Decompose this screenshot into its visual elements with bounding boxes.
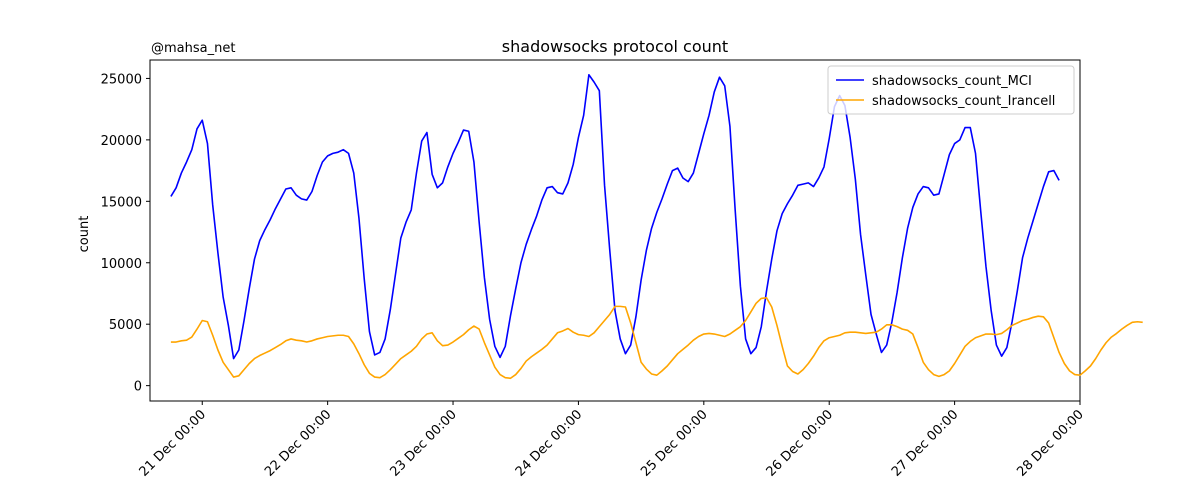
series-line-0 [170,73,1060,360]
chart-title: shadowsocks protocol count [502,37,728,56]
plot-area-frame [149,59,1081,402]
watermark-handle: @mahsa_net [151,41,235,56]
legend: shadowsocks_count_MCI shadowsocks_count_I… [827,65,1075,115]
series-line-1 [170,296,1143,380]
x-tick-label: 24 Dec 00:00 [513,407,585,479]
x-tick-label: 26 Dec 00:00 [764,407,836,479]
y-tick-label: 20000 [101,134,142,149]
y-tick-label: 25000 [101,72,142,87]
legend-box [827,65,1075,115]
legend-entry: shadowsocks_count_MCI [872,74,1032,89]
x-axis-ticks: 21 Dec 00:00 22 Dec 00:00 23 Dec 00:00 24 D… [137,401,1087,480]
y-tick-label: 15000 [101,195,142,210]
y-tick-label: 5000 [109,318,142,333]
x-tick-label: 27 Dec 00:00 [889,407,961,479]
x-tick-label: 28 Dec 00:00 [1014,407,1086,479]
y-tick-label: 10000 [101,257,142,272]
x-tick-label: 23 Dec 00:00 [387,407,459,479]
y-tick-label: 0 [134,380,142,395]
y-axis-ticks: 0 5000 10000 15000 20000 25000 [101,72,150,395]
series-lines [170,73,1143,380]
x-tick-label: 25 Dec 00:00 [638,407,710,479]
y-axis-label: count [77,216,92,253]
x-tick-label: 21 Dec 00:00 [137,407,209,479]
legend-entry: shadowsocks_count_Irancell [872,94,1055,109]
x-tick-label: 22 Dec 00:00 [262,407,334,479]
